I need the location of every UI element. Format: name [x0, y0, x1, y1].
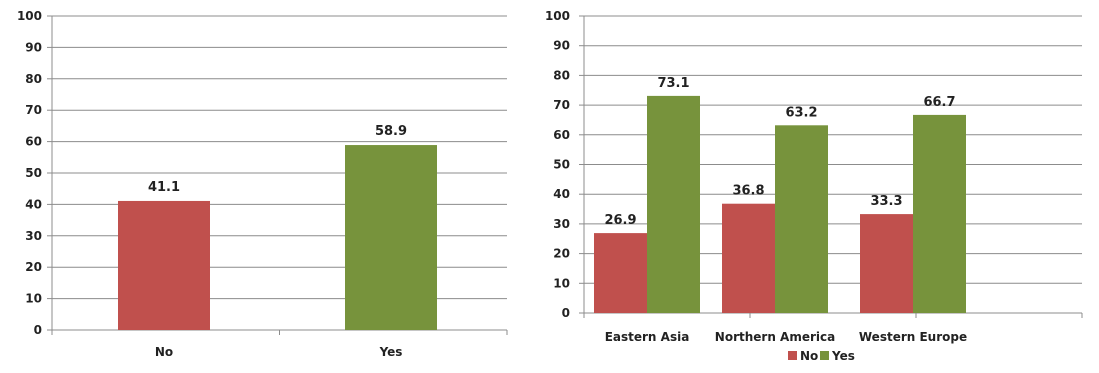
y-tick-label: 30: [25, 229, 42, 243]
y-tick-label: 90: [553, 39, 570, 53]
x-tick-label: Eastern Asia: [605, 330, 690, 344]
legend-label-no: No: [800, 349, 818, 363]
y-tick-label: 70: [25, 103, 42, 117]
x-tick-label: Yes: [379, 345, 403, 359]
data-label: 63.2: [785, 105, 817, 120]
y-tick-label: 0: [34, 323, 42, 337]
y-tick-label: 100: [545, 9, 570, 23]
left-chart: 0 10 20 30 40 50 60 70 80 90 100 41.1 No 58.9 Yes: [17, 9, 508, 359]
data-label: 73.1: [657, 76, 689, 91]
y-tick-label: 0: [562, 306, 570, 320]
y-tick-label: 40: [553, 187, 570, 201]
y-tick-label: 70: [553, 98, 570, 112]
bar-yes-eastern-asia: [647, 95, 700, 313]
y-tick-label: 90: [25, 40, 42, 54]
y-tick-label: 50: [25, 166, 42, 180]
y-tick-label: 20: [25, 260, 42, 274]
data-label: 66.7: [923, 95, 955, 110]
y-tick-label: 10: [553, 276, 570, 290]
y-tick-label: 20: [553, 247, 570, 261]
y-tick-label: 60: [25, 135, 42, 149]
y-tick-label: 100: [17, 9, 42, 23]
data-label: 41.1: [148, 180, 180, 195]
y-tick-label: 10: [25, 292, 42, 306]
bar-no-northern-america: [722, 203, 775, 313]
data-label: 36.8: [732, 184, 764, 199]
x-tick-label: Western Europe: [859, 330, 967, 344]
x-tick-label: Northern America: [715, 330, 835, 344]
y-tick-label: 60: [553, 128, 570, 142]
y-tick-label: 30: [553, 217, 570, 231]
legend: No Yes: [788, 349, 855, 363]
bar-no-western-europe: [860, 214, 913, 313]
legend-swatch-yes: [820, 351, 829, 360]
y-tick-label: 80: [25, 72, 42, 86]
y-tick-label: 50: [553, 158, 570, 172]
y-tick-label: 40: [25, 197, 42, 211]
right-chart: 0 10 20 30 40 50 60 70 80 90 100 26.9 73.1 Eastern As…: [545, 9, 1083, 363]
bar-yes-western-europe: [913, 114, 966, 313]
data-label: 26.9: [604, 213, 636, 228]
bar-yes-northern-america: [775, 125, 828, 314]
data-label: 33.3: [870, 194, 902, 209]
y-tick-label: 80: [553, 68, 570, 82]
legend-label-yes: Yes: [831, 349, 855, 363]
legend-swatch-no: [788, 351, 797, 360]
bar-no-eastern-asia: [594, 233, 647, 313]
data-label: 58.9: [375, 124, 407, 139]
bar-yes: [345, 145, 437, 330]
x-tick-label: No: [155, 345, 173, 359]
bar-no: [118, 200, 210, 330]
